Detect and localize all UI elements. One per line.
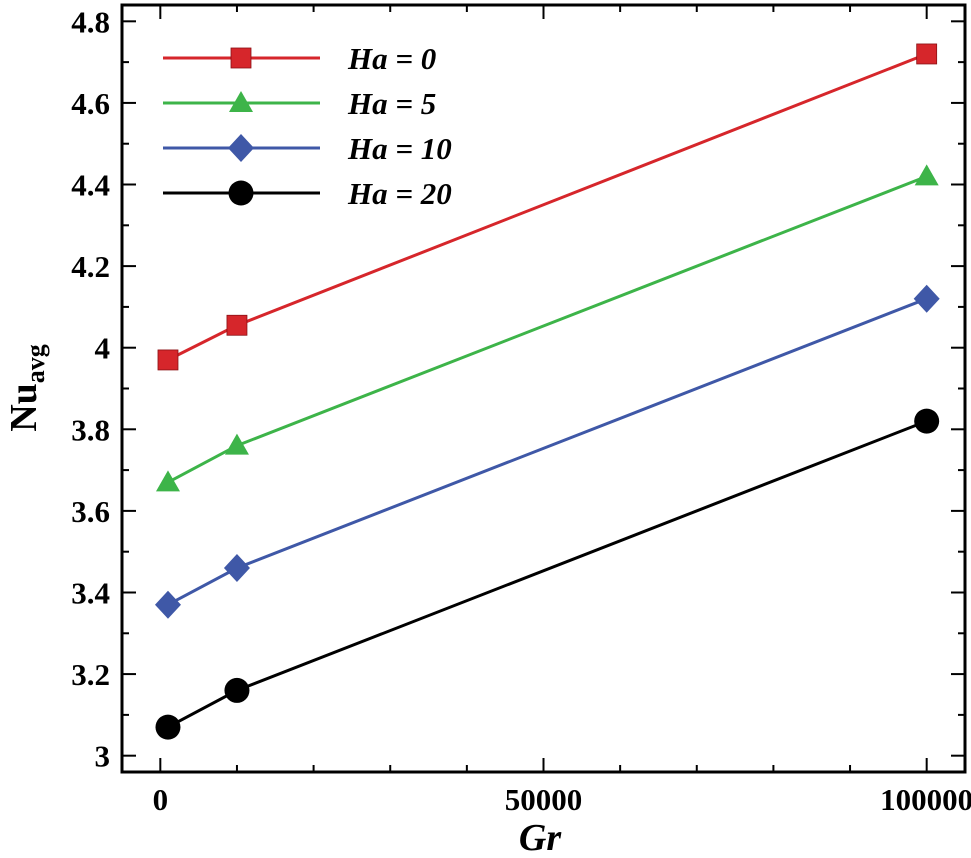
legend-label-3: Ha = 20 (347, 176, 452, 211)
series-markers (154, 43, 940, 740)
data-point-2-1 (223, 554, 250, 583)
y-axis-title: Nuavg (3, 344, 50, 432)
x-tick-label: 50000 (505, 782, 583, 817)
legend-label-1: Ha = 5 (347, 86, 436, 121)
y-tick-label: 4.4 (71, 168, 110, 203)
y-tick-label: 3.2 (71, 657, 110, 692)
y-tick-label: 3 (95, 739, 111, 774)
x-tick-label: 100000 (880, 782, 971, 817)
series-line-0 (167, 52, 928, 362)
data-point-3-1 (224, 677, 250, 703)
data-point-2-0 (154, 590, 181, 619)
data-point-0-2 (916, 43, 938, 65)
y-tick-label: 4.2 (71, 249, 110, 284)
legend-marker-0 (230, 47, 252, 69)
legend: Ha = 0 Ha = 5 Ha = 10 Ha = 20 (163, 41, 452, 211)
y-axis-ticks: 3 3.2 3.4 3.6 3.8 4 4.2 4.4 4.6 4.8 (71, 4, 965, 774)
legend-marker-1 (229, 91, 253, 112)
data-point-0-1 (226, 314, 248, 336)
series-lines (167, 52, 928, 729)
y-tick-label: 4.8 (71, 4, 110, 39)
legend-label-2: Ha = 10 (347, 131, 452, 166)
plot-frame (120, 3, 967, 774)
y-axis-title-main: Nu (3, 383, 45, 432)
legend-marker-3 (228, 180, 254, 206)
series-line-2 (167, 297, 928, 607)
data-point-1-0 (155, 470, 180, 492)
series-line-3 (167, 419, 928, 729)
y-axis-title-subscript: avg (21, 344, 50, 383)
series-line-1 (167, 175, 928, 484)
y-tick-label: 3.4 (71, 575, 110, 610)
y-tick-label: 4 (95, 331, 111, 366)
legend-label-0: Ha = 0 (347, 41, 436, 76)
data-point-3-0 (155, 714, 181, 740)
data-point-1-2 (914, 164, 939, 186)
y-tick-label: 3.6 (71, 494, 110, 529)
x-axis-title: Gr (519, 817, 562, 858)
data-point-2-2 (913, 284, 940, 313)
x-tick-label: 0 (153, 782, 169, 817)
y-tick-label: 3.8 (71, 412, 110, 447)
data-point-0-0 (157, 349, 179, 371)
data-point-3-2 (914, 408, 940, 434)
y-tick-label: 4.6 (71, 86, 110, 121)
data-point-1-1 (224, 433, 249, 455)
x-axis-ticks: 0 50000 100000 (153, 5, 971, 817)
legend-marker-2 (228, 134, 254, 162)
